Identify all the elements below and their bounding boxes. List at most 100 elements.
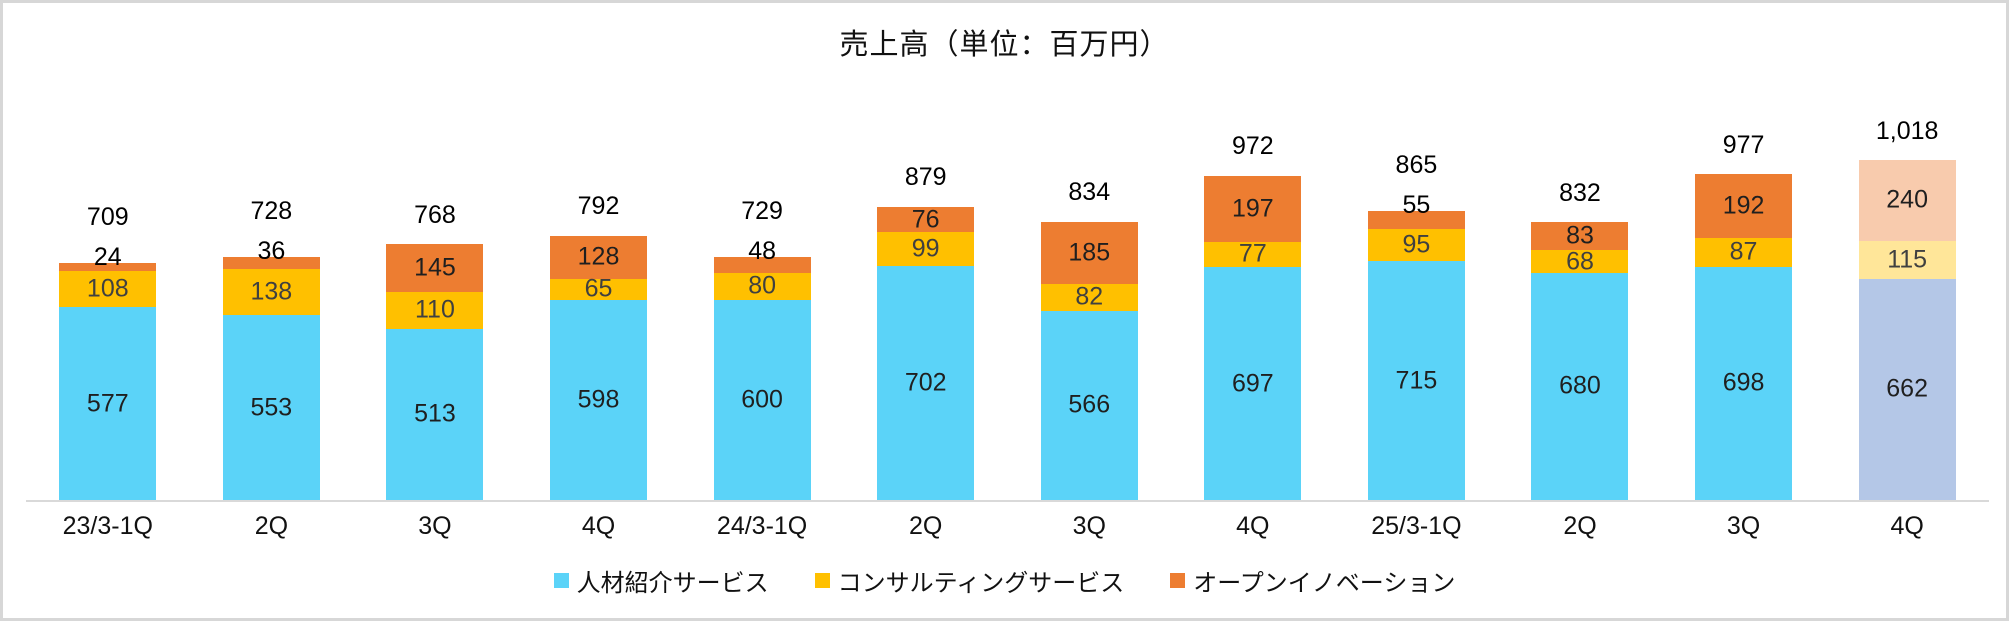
legend-swatch-consulting-service-icon [814,573,830,588]
bar-segment-series-1: 80 [713,272,811,300]
segment-value-label: 702 [904,368,947,397]
stacked-bar: 553 138 36 728 [222,198,320,500]
bar-segment-series-2: 192 [1695,173,1793,238]
legend-item-open-innovation: オープンイノベーション [1170,563,1455,598]
segment-value-label: 128 [577,242,620,271]
segment-value-label: 197 [1231,194,1274,223]
x-axis: 23/3-1Q 2Q 3Q 4Q 24/3-1Q 2Q 3Q 4Q 25/3-1Q 2Q 3Q 4Q [26,512,1989,541]
bar-segment-series-1: 108 [59,271,157,308]
bar-segment-series-1: 77 [1204,239,1302,268]
bar-group: 566 82 185 834 [1007,103,1171,500]
x-axis-label: 3Q [1072,512,1106,540]
x-axis-label: 2Q [909,512,943,540]
segment-value-label: 698 [1722,368,1765,397]
bar-segment-series-0: 600 [713,299,811,500]
bar-segment-series-2: 128 [550,235,648,279]
total-value-label: 865 [1395,151,1438,180]
segment-value-label: 697 [1231,369,1274,398]
segment-value-label: 598 [577,385,620,414]
bar-group: 600 80 48 729 [680,103,844,500]
bar-segment-series-0: 698 [1695,266,1793,500]
bar-segment-series-1: 65 [550,274,648,303]
segment-value-label: 715 [1395,366,1438,395]
total-value-label: 729 [741,196,783,225]
x-axis-label: 2Q [254,512,289,540]
bar-segment-series-0: 702 [877,265,975,500]
bar-group: 697 77 197 972 [1171,103,1335,500]
bar-segment-series-2: 197 [1204,175,1302,242]
segment-value-label: 240 [1886,185,1928,214]
legend-label: コンサルティングサービス [837,570,1125,597]
segment-value-label: 87 [1729,237,1758,266]
bar-segment-series-0: 680 [1531,272,1629,500]
segment-value-label: 662 [1886,374,1928,403]
stacked-bar: 513 110 145 768 [386,202,484,500]
bar-segment-series-2: 185 [1040,221,1138,284]
bar-segment-series-0: 715 [1367,261,1465,500]
segment-value-label: 77 [1238,239,1267,268]
bar-group: 680 68 83 832 [1498,103,1662,500]
segment-value-label: 82 [1075,282,1104,311]
x-axis-label: 23/3-1Q [62,512,153,540]
stacked-bar: 680 68 83 832 [1531,181,1629,500]
segment-value-label: 83 [1566,221,1594,250]
stacked-bar: 600 80 48 729 [713,198,811,500]
stacked-bar: 598 65 128 792 [550,194,648,500]
bar-segment-series-1: 99 [877,232,975,266]
legend: 人材紹介サービス コンサルティングサービス オープンイノベーション [3,563,2006,598]
bar-segment-series-1: 68 [1531,247,1629,276]
bar-segment-series-1: 138 [222,269,320,316]
bar-segment-series-2: 145 [386,243,484,292]
segment-value-label: 192 [1722,191,1765,220]
bar-group: 662 115 240 1,018 [1825,103,1989,500]
segment-value-label: 600 [741,385,783,414]
segment-value-label: 553 [250,393,293,422]
bar-segment-series-2 [713,256,811,273]
bar-segment-series-2: 76 [877,205,975,234]
segment-value-label: 110 [415,295,455,324]
bar-segment-series-0: 662 [1858,278,1956,500]
stacked-bar: 698 87 192 977 [1695,132,1793,500]
segment-value-label-outside: 48 [748,236,776,265]
segment-value-label: 65 [584,274,613,303]
bar-segment-series-1: 115 [1858,240,1956,279]
bar-group: 702 99 76 879 [844,103,1008,500]
total-value-label: 768 [414,200,456,229]
bar-segment-series-1: 82 [1040,282,1138,311]
segment-value-label: 108 [86,274,129,303]
segment-value-label: 76 [911,205,940,234]
legend-swatch-open-innovation-icon [1170,573,1186,588]
legend-item-recruitment-service: 人材紹介サービス [553,563,769,598]
segment-value-label: 68 [1566,247,1594,276]
segment-value-label-outside: 55 [1402,191,1431,220]
total-value-label: 792 [577,192,620,221]
x-axis-label: 3Q [1726,512,1761,540]
bar-group: 513 110 145 768 [353,103,517,500]
chart-title: 売上高（単位：百万円） [839,29,1170,61]
total-value-label: 972 [1231,132,1274,161]
plot-area: 577 108 24 709 553 138 36 728 513 110 145 768 598 65 1… [26,103,1989,502]
segment-value-label: 138 [250,277,293,306]
bar-segment-series-2: 83 [1531,221,1629,251]
segment-value-label: 577 [86,389,129,418]
segment-value-label: 185 [1068,238,1111,267]
bar-segment-series-0: 598 [550,300,648,500]
total-value-label: 709 [86,203,129,232]
bar-segment-series-0: 553 [222,315,320,500]
x-axis-label: 24/3-1Q [716,512,808,540]
bar-segment-series-2 [222,257,320,270]
stacked-bar: 715 95 55 865 [1367,153,1465,500]
bar-group: 598 65 128 792 [517,103,681,500]
total-value-label: 728 [250,196,293,225]
x-axis-label: 25/3-1Q [1371,512,1462,540]
total-value-label: 977 [1722,130,1765,159]
legend-label: 人材紹介サービス [576,570,769,597]
legend-label: オープンイノベーション [1193,570,1456,597]
legend-item-consulting-service: コンサルティングサービス [814,563,1125,598]
segment-value-label-outside: 24 [93,243,122,272]
stacked-bar: 702 99 76 879 [877,165,975,500]
total-value-label: 1,018 [1875,117,1939,145]
bar-segment-series-1: 95 [1367,229,1465,262]
stacked-bar: 697 77 197 972 [1204,134,1302,500]
bar-group: 715 95 55 865 [1335,103,1499,500]
